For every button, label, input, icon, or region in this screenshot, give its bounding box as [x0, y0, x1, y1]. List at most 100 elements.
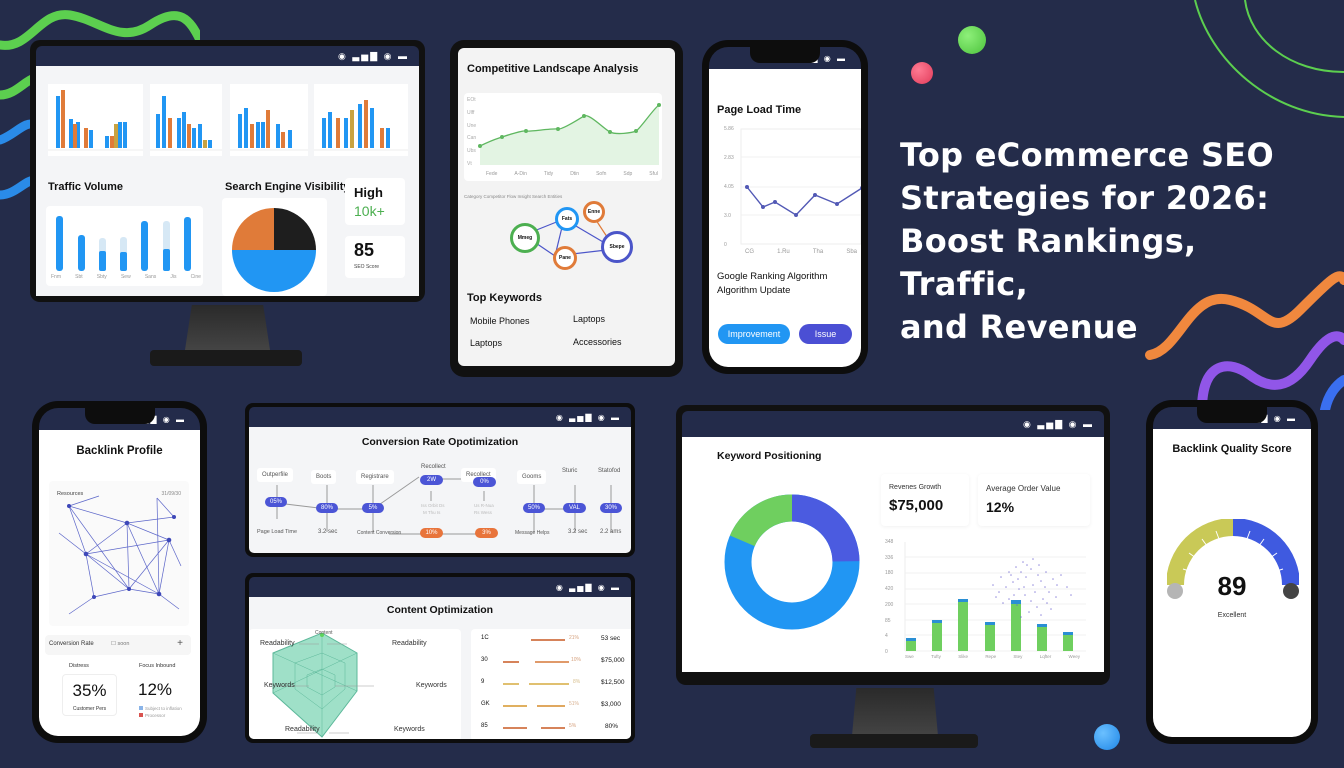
seo-score-label: SEO Score — [354, 264, 380, 270]
cro-node-3[interactable]: 5% — [362, 503, 384, 513]
visibility-title: Search Engine Visibility — [225, 181, 350, 193]
status-icons: ◉ ▃▅▇ ◉ ▬ — [555, 412, 621, 422]
network-right-label: 31/09/30 — [161, 491, 181, 497]
page-load-title: Page Load Time — [717, 104, 802, 116]
network-caption: Category Competitor Flow Insight Search … — [464, 194, 563, 199]
content-panel: ◉ ▃▅▇ ◉ ▬ Content Optimization Content R… — [245, 573, 635, 743]
keyword-y-ticks: 348 336 180 420 200 85 4 0 — [885, 539, 894, 655]
keyword-2[interactable]: Laptops — [573, 314, 606, 324]
conversion-rate-label: Conversion Rate — [49, 641, 94, 647]
keyword-positioning-title: Keyword Positioning — [717, 450, 822, 462]
monitor-screen: Traffic Volume Search Engine Visibility … — [36, 66, 419, 296]
quality-gauge — [1167, 519, 1299, 599]
status-icons: ◉ ▃▅▇ ◉ ▬ — [555, 582, 621, 592]
algo-update-line-2: Algorithm Update — [717, 285, 791, 296]
traffic-x-labels: Fnm Sbt Sbty Sew Sans Jis Cine — [51, 274, 201, 280]
legend-item-2: Processor — [139, 713, 165, 718]
algo-update-line-1: Google Ranking Algorithm — [717, 271, 828, 282]
network-node-5[interactable]: Sbepe — [601, 231, 633, 263]
aov-card: Average Order Value 12% — [978, 474, 1090, 526]
conversion-rate-row[interactable]: Conversion Rate ☐ soon + — [45, 635, 191, 655]
cro-node-1[interactable]: 05% — [265, 497, 287, 507]
distress-value: 35% — [72, 681, 107, 700]
status-bar: ◉ ▃▅▇ ◉ ▬ — [249, 577, 631, 597]
decorative-rings — [1194, 0, 1344, 118]
cro-title: Conversion Rate Opotimization — [361, 436, 519, 448]
cro-node-6[interactable]: 50% — [523, 503, 545, 513]
competitive-title: Competitive Landscape Analysis — [467, 63, 639, 75]
revenue-growth-value: $75,000 — [889, 497, 944, 514]
traffic-volume-title: Traffic Volume — [48, 181, 123, 193]
backlink-quality-title: Backlink Quality Score — [1172, 443, 1292, 455]
cro-bottom-3: Content Conversion — [357, 530, 402, 536]
quality-score-value: 89 — [1217, 571, 1247, 601]
improvement-button[interactable]: Improvement — [718, 324, 790, 344]
cro-node-orange-1[interactable]: 10% — [420, 528, 443, 538]
headline-line-1: Top eCommerce SEO — [900, 136, 1274, 174]
cro-node-orange-2[interactable]: 3% — [475, 528, 498, 538]
backlink-profile-title: Backlink Profile — [76, 445, 163, 457]
network-node-2[interactable]: Fats — [555, 207, 579, 231]
page-load-y-ticks: 5.86 2.83 4.05 3.0 0 — [724, 126, 734, 248]
visibility-pie-card — [222, 198, 327, 296]
phone-status-bar: ◉ ▃▅▇ ◉ ▬ — [1153, 407, 1311, 429]
cro-node-5[interactable]: 0% — [473, 477, 496, 487]
radar-chart-card: Content Readability Readability Keywords… — [249, 629, 461, 739]
page-load-line-chart — [740, 128, 861, 245]
visibility-pie-chart — [232, 208, 316, 292]
content-row-5: 85 5% 80% — [481, 723, 619, 730]
backlink-quality-phone: ◉ ▃▅▇ ◉ ▬ Backlink Quality Score 89 Exce… — [1146, 400, 1318, 744]
blue-dot — [1094, 724, 1120, 750]
green-dot — [958, 26, 986, 54]
keyword-bar-chart: 348 336 180 420 200 85 4 0 Swe Tufty Slike Repe Ste… — [881, 537, 1091, 667]
content-row-3: 9 8% $12,500 — [481, 679, 625, 686]
status-bar: ◉ ▃▅▇ ◉ ▬ — [249, 407, 631, 427]
status-bar: ◉ ▃▅▇ ◉ ▬ — [682, 411, 1104, 437]
cro-node-2[interactable]: 80% — [316, 503, 338, 513]
keyword-monitor-base — [810, 734, 978, 748]
network-node-1[interactable]: Mmeg — [510, 223, 540, 253]
focus-label: Focus Inbound — [139, 663, 176, 669]
top-monitor-stand — [185, 305, 270, 350]
add-icon[interactable]: + — [177, 638, 183, 649]
keyword-1[interactable]: Mobile Phones — [470, 316, 530, 326]
distress-label: Distress — [69, 663, 89, 669]
cro-panel: ◉ ▃▅▇ ◉ ▬ Conversion Rate Opotimization … — [245, 403, 635, 557]
competitive-x-ticks: Fede A-Din Tidy Dtin Sofn Sdp Sful — [486, 171, 658, 177]
cro-node-7[interactable]: VAL — [563, 503, 586, 513]
content-screen: Content Optimization Content Readability… — [249, 597, 631, 739]
network-node-4[interactable]: Pane — [553, 246, 577, 270]
top-monitor: ◉ ▃▅▇ ◉ ▬ Traffic Volume Search Engine V… — [30, 40, 425, 302]
mini-bar-charts — [48, 84, 408, 156]
cro-node-8[interactable]: 30% — [600, 503, 622, 513]
top-monitor-base — [150, 350, 302, 366]
content-row-4: GK 51% $3,000 — [481, 701, 621, 708]
cro-node-4[interactable]: 2W — [420, 475, 443, 485]
backlink-network-graph — [58, 495, 182, 615]
top-keywords-title: Top Keywords — [467, 292, 542, 304]
keyword-4[interactable]: Accessories — [573, 337, 622, 347]
quality-score-rating: Excellent — [1217, 612, 1247, 619]
cro-screen: Conversion Rate Opotimization Outperfile… — [249, 427, 631, 553]
issue-button[interactable]: Issue — [799, 324, 852, 344]
status-bar: ◉ ▃▅▇ ◉ ▬ — [36, 46, 419, 66]
cro-bottom-1: Page Load Time — [257, 529, 298, 535]
cro-note-1: Iss Orbit Ds — [421, 503, 445, 508]
distress-sub: Customer Pers — [72, 706, 107, 712]
keyword-monitor: ◉ ▃▅▇ ◉ ▬ Keyword Positioning Revenes Gr… — [676, 405, 1110, 685]
content-title: Content Optimization — [386, 604, 494, 616]
visibility-value: 10k+ — [354, 203, 385, 219]
seo-score-value: 85 — [354, 240, 375, 260]
cro-note-2: M Thu Is — [423, 510, 441, 515]
backlink-network-card: Resources 31/09/30 — [49, 481, 189, 626]
keyword-3[interactable]: Laptops — [470, 338, 503, 348]
headline-line-2: Strategies for 2026: — [900, 179, 1270, 217]
cro-bottom-4: Message Helps — [515, 530, 550, 536]
page-load-phone: ◉ ▃▅▇ ◉ ▬ Page Load Time 5.862.834.053.0… — [702, 40, 868, 374]
cro-note-3: Us R-Nua — [474, 503, 494, 508]
content-row-2: 30 10% $75,000 — [481, 657, 625, 664]
phone-screen: Backlink Profile Resources 31/09/30 Conv… — [39, 430, 200, 736]
content-radar-chart — [271, 632, 374, 738]
network-node-3[interactable]: Enne — [583, 201, 605, 223]
tablet-screen: Competitive Landscape Analysis EOt Ulff Un… — [458, 48, 675, 366]
